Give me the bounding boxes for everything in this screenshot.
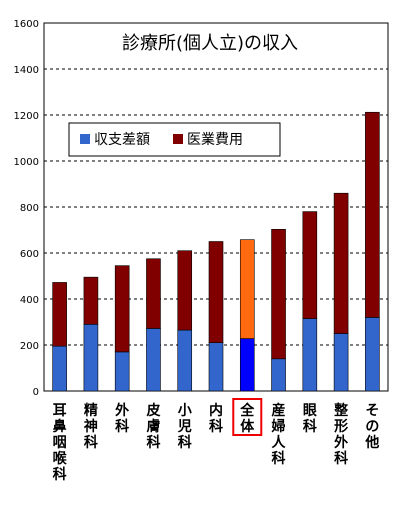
x-tick-label: の [365,419,379,435]
bar-balance [114,351,130,392]
x-tick-label: 外 [115,402,129,419]
bar-balance [271,358,286,392]
x-tick-label: 咽 [53,435,67,451]
x-tick-label: 整 [333,402,349,419]
y-tick-label: 800 [20,203,39,214]
bar-balance [146,328,161,392]
x-tick-label: 形 [334,418,348,435]
bar-balance [302,318,318,392]
bar-expense [365,111,380,318]
bar-balance [83,323,99,392]
x-tick-label: 科 [84,434,98,451]
x-tick-label: 鼻 [53,418,67,435]
x-tick-label: 全 [239,402,255,419]
bar-balance [52,345,67,392]
bar-balance [333,333,349,392]
legend-label-series-0: 収支差額 [94,132,150,148]
x-tick-label: そ [365,403,379,419]
x-tick-label: 科 [209,418,223,435]
y-tick-label: 1200 [14,111,39,122]
chart-title: 診療所(個人立)の収入 [122,33,298,54]
bar-expense [177,250,193,331]
x-tick-label: 耳 [53,403,67,419]
y-axis-ticks: 0 200 400 600 800 1000 1200 1400 1600 [14,19,39,398]
bar-balance [177,329,193,392]
legend-swatch-series-1 [173,134,183,144]
bar-expense [208,241,224,343]
x-tick-label: 小 [178,403,192,419]
x-tick-label: 科 [53,466,67,483]
bar-expense [83,276,99,325]
y-tick-label: 600 [20,249,39,260]
x-tick-label: 児 [177,419,192,435]
bar-balance [365,317,380,392]
bar-expense [302,211,318,319]
y-tick-label: 1600 [14,19,39,30]
y-tick-label: 400 [20,295,39,306]
y-tick-label: 1000 [14,157,39,168]
x-tick-label: 神 [84,418,98,435]
highlight-box [232,398,263,436]
legend-swatch-series-0 [80,134,90,144]
x-tick-label: 体 [240,418,255,435]
bar-expense [146,258,161,329]
legend-label-series-1: 医業費用 [187,132,243,148]
x-tick-label: 産 [272,402,286,419]
x-tick-label: 内 [209,402,223,419]
x-tick-label: 皮 [145,402,160,419]
x-tick-label: 外 [334,434,348,451]
x-tick-label: 科 [115,418,129,435]
y-tick-label: 200 [20,341,39,352]
x-tick-label: 科 [178,434,192,451]
x-tick-label: 膚 [146,418,160,435]
y-tick-label: 1400 [14,65,39,76]
bar-expense [52,282,67,347]
legend: 収支差額 医業費用 [68,122,281,157]
bar-balance [208,342,224,392]
y-tick-label: 0 [33,387,39,398]
x-tick-label: 婦 [271,418,286,435]
x-tick-label: 科 [303,418,317,435]
x-tick-label: 科 [334,450,348,467]
x-tick-label: 眼 [303,403,317,419]
x-tick-label: 精 [84,402,98,419]
x-tick-label: 科 [146,434,160,451]
bar-expense [333,192,349,334]
x-tick-label: 人 [272,434,287,451]
bar-expense [239,239,255,339]
bar-balance [239,338,255,392]
x-tick-label: 科 [272,450,286,467]
x-tick-label: 他 [364,434,379,451]
x-tick-label: 喉 [53,450,68,467]
bar-expense [114,265,130,353]
bars [52,111,380,392]
bar-expense [271,229,286,360]
